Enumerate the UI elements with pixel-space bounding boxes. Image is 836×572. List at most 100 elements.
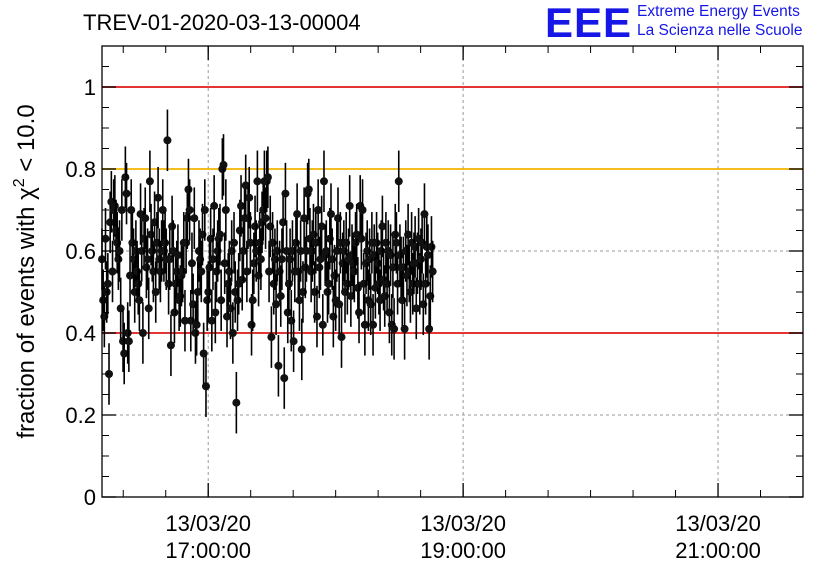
point-marker <box>346 292 355 301</box>
point-marker <box>311 238 320 247</box>
data-point <box>232 371 241 434</box>
data-point <box>300 187 309 249</box>
data-point <box>99 269 108 331</box>
data-point <box>343 253 352 315</box>
data-point <box>151 261 160 323</box>
point-marker <box>168 222 177 231</box>
data-point <box>326 183 335 245</box>
data-point <box>165 228 174 290</box>
logo-line-2: La Scienza nelle Scuole <box>637 22 803 39</box>
point-marker <box>245 193 254 202</box>
point-marker <box>425 324 434 333</box>
data-point <box>394 150 403 213</box>
data-point <box>335 273 344 336</box>
point-marker <box>265 267 274 276</box>
data-point <box>282 220 291 282</box>
data-point <box>345 175 354 237</box>
data-point <box>138 302 147 364</box>
data-point <box>395 224 404 286</box>
data-point <box>134 253 143 315</box>
data-point <box>256 228 265 290</box>
point-marker <box>335 300 344 309</box>
data-point <box>122 162 131 225</box>
y-tick-label: 0.2 <box>65 403 96 428</box>
point-marker <box>191 329 200 337</box>
point-marker <box>108 267 117 276</box>
point-marker <box>185 206 194 214</box>
data-point <box>145 150 154 213</box>
data-point <box>144 277 153 340</box>
point-marker <box>101 234 110 243</box>
point-marker <box>246 238 255 247</box>
data-point <box>221 179 230 241</box>
data-point <box>390 298 399 360</box>
data-point <box>185 179 194 241</box>
data-point <box>187 232 196 295</box>
point-marker <box>343 279 352 288</box>
data-point <box>123 302 132 364</box>
point-marker <box>154 193 163 202</box>
point-marker <box>116 304 125 313</box>
point-marker <box>312 312 321 321</box>
logo-line-1: Extreme Energy Events <box>637 3 800 20</box>
data-point <box>210 175 219 237</box>
data-point <box>192 294 201 356</box>
point-marker <box>105 370 114 378</box>
data-point <box>211 281 220 344</box>
data-point <box>317 195 326 258</box>
data-point <box>143 228 152 290</box>
point-marker <box>115 247 124 255</box>
point-marker <box>110 201 119 210</box>
data-point <box>304 158 313 221</box>
point-marker <box>123 329 132 337</box>
data-point <box>378 195 387 258</box>
y-tick-label: 0 <box>84 485 96 510</box>
point-marker <box>263 173 272 182</box>
data-point <box>416 228 425 290</box>
point-marker <box>221 206 230 214</box>
point-marker <box>391 230 400 239</box>
point-marker <box>284 279 293 288</box>
point-marker <box>416 255 425 264</box>
data-point <box>293 183 302 245</box>
data-point <box>115 220 124 282</box>
point-marker <box>126 271 135 280</box>
point-marker <box>127 206 136 214</box>
point-marker <box>205 263 214 272</box>
point-marker <box>203 296 212 305</box>
point-marker <box>272 300 281 309</box>
point-marker <box>322 247 331 255</box>
point-marker <box>164 279 173 288</box>
point-marker <box>317 222 326 231</box>
data-point <box>318 294 327 356</box>
point-marker <box>280 374 289 383</box>
data-point <box>296 220 305 282</box>
point-marker <box>156 267 165 276</box>
data-point <box>245 166 254 229</box>
point-marker <box>190 214 199 223</box>
point-marker <box>304 185 313 194</box>
data-point <box>253 150 262 213</box>
point-marker <box>427 242 436 251</box>
data-point <box>427 216 436 278</box>
data-point <box>103 253 112 315</box>
point-marker <box>106 218 115 227</box>
data-point <box>124 310 133 372</box>
point-marker <box>208 255 217 264</box>
point-marker <box>404 230 413 239</box>
data-point <box>276 265 285 327</box>
data-point <box>319 150 328 213</box>
data-point <box>324 253 333 315</box>
point-marker <box>302 247 311 255</box>
point-marker <box>165 255 174 264</box>
data-point <box>360 294 369 356</box>
data-point <box>208 228 217 290</box>
point-marker <box>119 337 128 346</box>
data-point <box>277 228 286 290</box>
data-point <box>242 240 251 303</box>
data-point <box>147 203 156 266</box>
point-marker <box>142 263 151 272</box>
point-marker <box>197 267 206 276</box>
point-marker <box>163 136 172 145</box>
